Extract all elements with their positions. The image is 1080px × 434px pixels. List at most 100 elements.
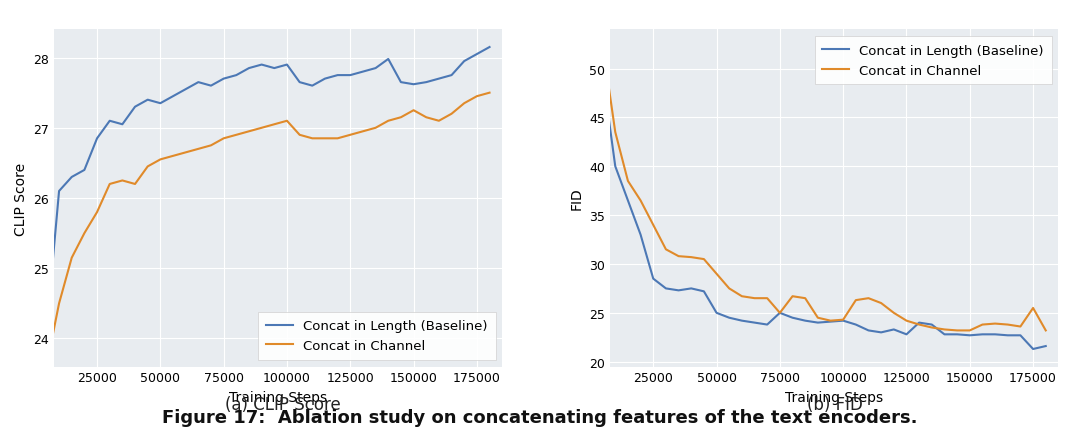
Concat in Length (Baseline) xyxy=(609,164,622,169)
Concat in Length (Baseline) xyxy=(888,327,901,332)
Concat in Channel xyxy=(281,119,294,124)
Concat in Length (Baseline) xyxy=(824,319,837,325)
Text: (b) FID: (b) FID xyxy=(807,395,863,413)
Concat in Length (Baseline) xyxy=(78,168,91,173)
Concat in Length (Baseline) xyxy=(849,322,862,327)
Line: Concat in Length (Baseline): Concat in Length (Baseline) xyxy=(46,48,489,332)
Concat in Length (Baseline) xyxy=(811,320,824,326)
Concat in Channel xyxy=(306,136,319,141)
Concat in Channel xyxy=(1039,328,1052,333)
Concat in Length (Baseline) xyxy=(255,63,268,68)
Concat in Length (Baseline) xyxy=(306,84,319,89)
Concat in Channel xyxy=(458,102,471,107)
Concat in Length (Baseline) xyxy=(760,322,773,327)
Concat in Channel xyxy=(950,328,963,333)
Concat in Length (Baseline) xyxy=(343,73,356,79)
Concat in Channel xyxy=(988,321,1001,326)
Concat in Length (Baseline) xyxy=(420,80,433,85)
Concat in Channel xyxy=(319,136,332,141)
Concat in Length (Baseline) xyxy=(293,80,306,85)
Concat in Length (Baseline) xyxy=(913,320,926,326)
Concat in Channel xyxy=(243,129,256,135)
Concat in Channel xyxy=(230,133,243,138)
Concat in Channel xyxy=(407,108,420,114)
Concat in Length (Baseline) xyxy=(976,332,989,337)
Concat in Length (Baseline) xyxy=(483,45,496,50)
Concat in Length (Baseline) xyxy=(698,289,711,294)
Concat in Length (Baseline) xyxy=(950,332,963,337)
Concat in Channel xyxy=(698,257,711,262)
Concat in Channel xyxy=(78,231,91,236)
Concat in Channel xyxy=(420,115,433,121)
Concat in Channel xyxy=(40,364,53,369)
Concat in Channel xyxy=(91,210,104,215)
Concat in Channel xyxy=(811,316,824,321)
Concat in Length (Baseline) xyxy=(394,80,407,85)
Concat in Length (Baseline) xyxy=(710,310,723,316)
Concat in Channel xyxy=(166,154,179,159)
Concat in Channel xyxy=(849,298,862,303)
Concat in Channel xyxy=(888,310,901,316)
Concat in Length (Baseline) xyxy=(862,328,875,333)
Concat in Length (Baseline) xyxy=(141,98,154,103)
Concat in Length (Baseline) xyxy=(91,136,104,141)
Concat in Channel xyxy=(660,247,673,252)
Concat in Length (Baseline) xyxy=(937,332,950,337)
Concat in Length (Baseline) xyxy=(875,330,888,335)
Concat in Length (Baseline) xyxy=(458,59,471,65)
Concat in Length (Baseline) xyxy=(407,82,420,88)
Concat in Channel xyxy=(1014,324,1027,329)
Y-axis label: FID: FID xyxy=(570,187,584,210)
Concat in Length (Baseline) xyxy=(786,316,799,321)
Concat in Channel xyxy=(685,255,698,260)
Concat in Length (Baseline) xyxy=(596,72,609,77)
Concat in Channel xyxy=(394,115,407,121)
Text: Figure 17:  Ablation study on concatenating features of the text encoders.: Figure 17: Ablation study on concatenati… xyxy=(162,408,918,426)
Concat in Length (Baseline) xyxy=(53,189,66,194)
Concat in Channel xyxy=(735,294,748,299)
Concat in Channel xyxy=(381,119,394,124)
Concat in Length (Baseline) xyxy=(748,320,761,326)
Concat in Channel xyxy=(116,178,129,184)
Concat in Channel xyxy=(824,318,837,323)
Concat in Length (Baseline) xyxy=(799,318,812,323)
Concat in Length (Baseline) xyxy=(1014,333,1027,338)
Concat in Channel xyxy=(672,254,685,259)
Concat in Channel xyxy=(332,136,345,141)
Concat in Channel xyxy=(268,122,281,128)
Concat in Length (Baseline) xyxy=(660,286,673,291)
X-axis label: Training Steps: Training Steps xyxy=(785,390,883,404)
Concat in Channel xyxy=(913,322,926,327)
Concat in Channel xyxy=(786,294,799,299)
Concat in Length (Baseline) xyxy=(1039,344,1052,349)
Concat in Channel xyxy=(104,182,117,187)
Concat in Length (Baseline) xyxy=(166,94,179,99)
Line: Concat in Length (Baseline): Concat in Length (Baseline) xyxy=(603,74,1045,349)
Concat in Length (Baseline) xyxy=(445,73,458,79)
Concat in Channel xyxy=(153,158,166,163)
Concat in Length (Baseline) xyxy=(1027,347,1040,352)
Concat in Length (Baseline) xyxy=(104,119,117,124)
Concat in Length (Baseline) xyxy=(735,318,748,323)
Concat in Channel xyxy=(900,318,913,323)
Concat in Channel xyxy=(369,126,382,131)
Concat in Length (Baseline) xyxy=(153,102,166,107)
Concat in Channel xyxy=(937,327,950,332)
Line: Concat in Channel: Concat in Channel xyxy=(46,93,489,367)
Concat in Channel xyxy=(710,272,723,277)
Concat in Channel xyxy=(596,43,609,48)
Concat in Length (Baseline) xyxy=(179,87,192,92)
Concat in Channel xyxy=(356,129,369,135)
Concat in Channel xyxy=(976,322,989,327)
Concat in Channel xyxy=(1027,306,1040,311)
Concat in Channel xyxy=(621,179,634,184)
Concat in Length (Baseline) xyxy=(900,332,913,337)
Concat in Length (Baseline) xyxy=(332,73,345,79)
Concat in Length (Baseline) xyxy=(1001,333,1014,338)
Concat in Channel xyxy=(217,136,230,141)
Concat in Channel xyxy=(875,301,888,306)
Concat in Length (Baseline) xyxy=(116,122,129,128)
Concat in Channel xyxy=(179,151,192,156)
Concat in Channel xyxy=(837,317,850,322)
Concat in Channel xyxy=(1001,322,1014,327)
